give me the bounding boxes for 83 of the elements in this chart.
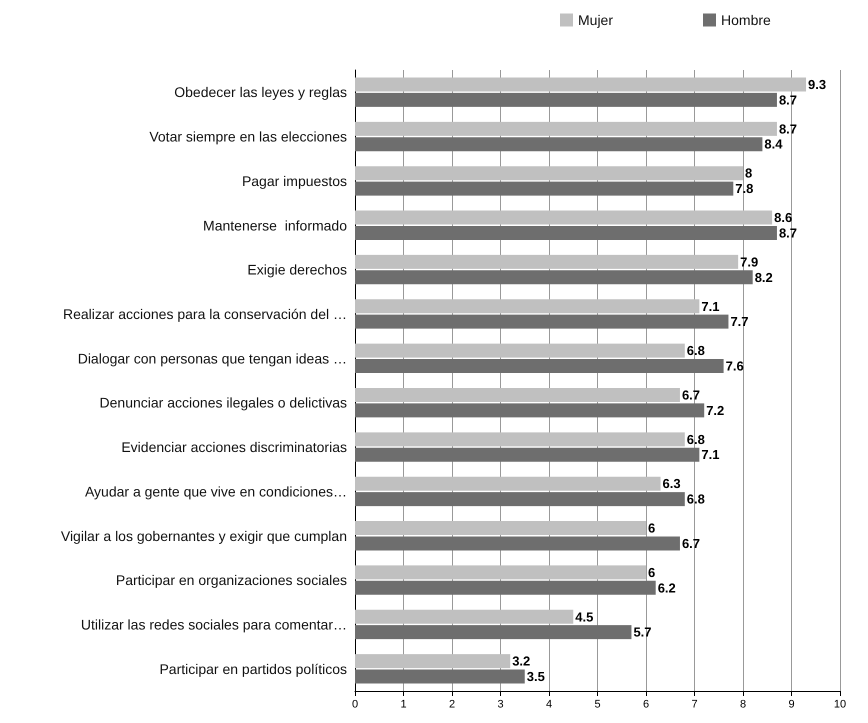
x-tick-label: 6	[642, 698, 650, 710]
legend-label: Hombre	[721, 12, 772, 28]
data-label: 4.5	[575, 609, 594, 624]
bar	[355, 344, 685, 358]
data-label: 8.6	[774, 210, 792, 226]
bar	[355, 521, 646, 536]
data-label: 7.9	[740, 254, 758, 270]
x-tick-label: 0	[352, 698, 358, 710]
bar	[355, 92, 777, 107]
bar	[355, 314, 728, 329]
data-label: 8.4	[764, 136, 784, 152]
bar	[355, 492, 685, 506]
data-label: 7.7	[730, 314, 749, 330]
data-label: 8.7	[778, 121, 798, 136]
data-label: 6.3	[662, 476, 681, 492]
bar	[355, 77, 806, 92]
x-tick-label: 5	[594, 698, 601, 710]
x-tick-label: 3	[497, 698, 504, 710]
data-label: 7.2	[706, 402, 724, 418]
bar	[355, 137, 762, 152]
bar	[355, 565, 646, 580]
y-tick-label: Vigilar a los gobernantes y exigir que cumplan	[60, 528, 347, 544]
bar	[355, 476, 661, 491]
data-label: 7.1	[701, 298, 720, 314]
x-tick-label: 8	[740, 698, 746, 710]
bar	[355, 359, 724, 374]
x-tick-label: 9	[788, 698, 795, 710]
bar	[355, 610, 574, 624]
y-tick-label: Participar en partidos políticos	[159, 660, 347, 677]
data-label: 6.8	[686, 492, 705, 507]
bar	[355, 536, 680, 550]
bar	[355, 654, 510, 668]
bar	[355, 388, 680, 402]
bar	[355, 182, 734, 196]
x-tick-label: 1	[400, 698, 407, 710]
data-label: 6.8	[686, 343, 705, 358]
data-label: 9.3	[808, 76, 826, 92]
data-label: 8.7	[778, 92, 798, 108]
x-tick-label: 4	[546, 698, 552, 710]
y-tick-label: Dialogar con personas que tengan ideas …	[78, 350, 347, 366]
bar	[355, 432, 685, 446]
data-label: 6.7	[682, 387, 700, 402]
data-label: 3.2	[512, 654, 530, 669]
data-label: 6.8	[686, 432, 705, 447]
bar	[355, 403, 704, 418]
x-tick-label: 10	[834, 698, 846, 710]
y-tick-label: Participar en organizaciones sociales	[116, 572, 347, 588]
bar	[355, 625, 632, 640]
x-tick-label: 2	[448, 698, 456, 710]
data-label: 3.5	[526, 669, 545, 684]
bar	[355, 210, 772, 225]
y-tick-label: Utilizar las redes sociales para comentar…	[80, 616, 347, 632]
bar	[355, 580, 656, 595]
y-tick-label: Realizar acciones para la conservación del …	[62, 306, 347, 322]
y-tick-label: Evidenciar acciones discriminatorias	[121, 439, 347, 456]
bar	[355, 670, 525, 684]
bar	[355, 270, 753, 284]
y-tick-label: Exigie derechos	[247, 262, 347, 278]
x-tick-label: 7	[691, 698, 698, 710]
data-label: 6.7	[682, 536, 700, 551]
y-tick-label: Mantenerse informado	[203, 217, 348, 234]
data-label: 7.1	[701, 447, 720, 462]
bar	[355, 448, 700, 462]
bar	[355, 226, 777, 240]
data-label: 8.7	[778, 225, 798, 240]
y-tick-label: Obedecer las leyes y reglas	[174, 84, 347, 100]
bar	[355, 299, 700, 314]
data-label: 6	[648, 520, 656, 536]
data-label: 6.2	[658, 580, 676, 596]
data-label: 7.6	[726, 358, 744, 374]
legend-label: Mujer	[578, 12, 614, 28]
data-label: 6	[648, 564, 656, 580]
bar	[355, 166, 743, 180]
data-label: 8.2	[754, 270, 773, 285]
bar	[355, 122, 777, 136]
bar	[355, 254, 738, 269]
data-label: 7.8	[735, 181, 754, 196]
y-tick-label: Ayudar a gente que vive en condiciones…	[84, 483, 347, 500]
y-tick-label: Votar siempre en las elecciones	[149, 128, 347, 145]
data-label: 5.7	[633, 624, 652, 640]
data-label: 8	[745, 166, 752, 181]
y-tick-label: Denunciar acciones ilegales o delictivas	[100, 394, 347, 411]
y-tick-label: Pagar impuestos	[242, 172, 347, 189]
